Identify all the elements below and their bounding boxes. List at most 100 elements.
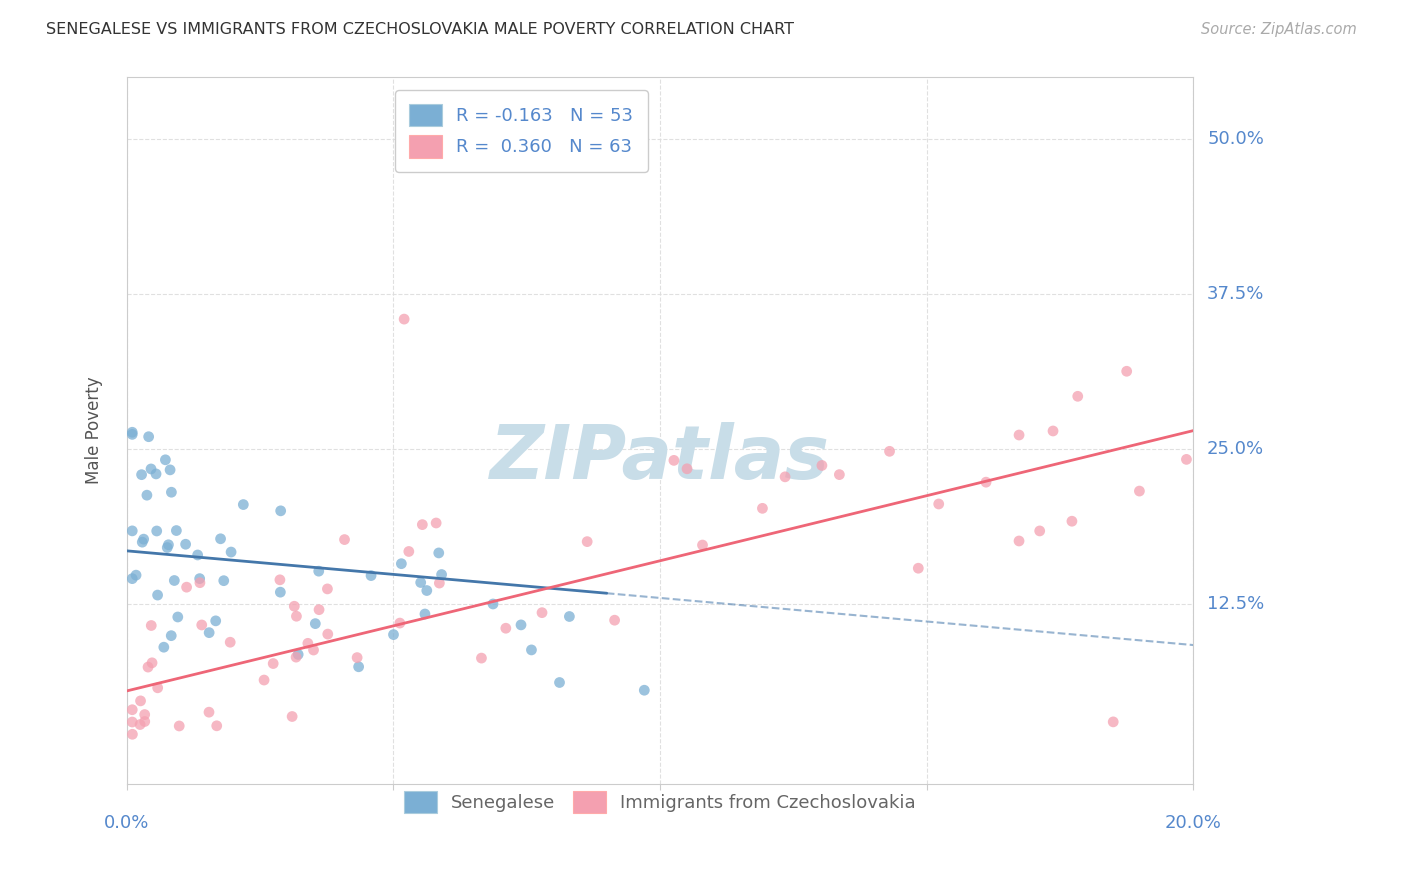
Point	[188, 572, 211, 586]
Point	[773, 470, 796, 484]
Point	[346, 650, 368, 665]
Point	[187, 548, 209, 562]
Point	[304, 616, 326, 631]
Point	[531, 606, 554, 620]
Point	[159, 463, 181, 477]
Point	[153, 640, 176, 655]
Point	[125, 568, 148, 582]
Point	[205, 719, 228, 733]
Point	[134, 707, 156, 722]
Point	[382, 627, 405, 641]
Point	[1008, 533, 1031, 548]
Point	[129, 717, 152, 731]
Point	[209, 532, 232, 546]
Point	[204, 614, 226, 628]
Point	[157, 538, 180, 552]
Point	[676, 462, 699, 476]
Point	[129, 694, 152, 708]
Point	[308, 564, 330, 578]
Point	[411, 517, 433, 532]
Point	[155, 452, 177, 467]
Point	[121, 425, 143, 440]
Point	[1042, 424, 1064, 438]
Point	[165, 524, 187, 538]
Point	[1175, 452, 1198, 467]
Point	[347, 659, 370, 673]
Text: 25.0%: 25.0%	[1208, 441, 1264, 458]
Point	[219, 635, 242, 649]
Point	[360, 568, 382, 582]
Point	[692, 538, 714, 552]
Point	[1008, 428, 1031, 442]
Point	[160, 629, 183, 643]
Point	[190, 618, 212, 632]
Point	[198, 625, 221, 640]
Text: Source: ZipAtlas.com: Source: ZipAtlas.com	[1201, 22, 1357, 37]
Point	[470, 651, 492, 665]
Point	[1102, 714, 1125, 729]
Point	[253, 673, 276, 687]
Point	[121, 427, 143, 442]
Point	[427, 546, 450, 560]
Point	[174, 537, 197, 551]
Point	[1028, 524, 1050, 538]
Text: 0.0%: 0.0%	[104, 814, 149, 832]
Text: 50.0%: 50.0%	[1208, 130, 1264, 148]
Point	[270, 504, 292, 518]
Point	[163, 574, 186, 588]
Point	[333, 533, 356, 547]
Point	[510, 618, 533, 632]
Point	[141, 618, 163, 632]
Text: 20.0%: 20.0%	[1164, 814, 1222, 832]
Point	[145, 524, 167, 538]
Point	[219, 545, 242, 559]
Point	[136, 660, 159, 674]
Point	[751, 501, 773, 516]
Point	[974, 475, 997, 490]
Point	[389, 557, 412, 571]
Point	[828, 467, 851, 482]
Point	[269, 585, 291, 599]
Point	[160, 485, 183, 500]
Point	[121, 572, 143, 586]
Point	[1115, 364, 1137, 378]
Point	[146, 681, 169, 695]
Point	[145, 467, 167, 481]
Point	[548, 675, 571, 690]
Text: ZIPatlas: ZIPatlas	[491, 423, 830, 495]
Point	[430, 567, 453, 582]
Point	[139, 462, 162, 476]
Point	[603, 613, 626, 627]
Point	[558, 609, 581, 624]
Point	[188, 575, 211, 590]
Point	[811, 458, 834, 473]
Point	[302, 643, 325, 657]
Point	[285, 609, 308, 624]
Text: 12.5%: 12.5%	[1208, 595, 1264, 613]
Point	[135, 488, 157, 502]
Point	[316, 582, 339, 596]
Point	[1128, 484, 1150, 499]
Point	[146, 588, 169, 602]
Point	[269, 573, 291, 587]
Point	[121, 727, 143, 741]
Point	[388, 616, 411, 631]
Y-axis label: Male Poverty: Male Poverty	[86, 376, 103, 484]
Point	[121, 703, 143, 717]
Legend: Senegalese, Immigrants from Czechoslovakia: Senegalese, Immigrants from Czechoslovak…	[389, 777, 931, 828]
Text: 37.5%: 37.5%	[1208, 285, 1264, 303]
Point	[132, 532, 155, 546]
Point	[297, 636, 319, 650]
Point	[285, 650, 308, 665]
Point	[413, 607, 436, 621]
Point	[495, 621, 517, 635]
Point	[308, 602, 330, 616]
Point	[879, 444, 901, 458]
Point	[416, 583, 439, 598]
Point	[427, 576, 450, 591]
Point	[576, 534, 599, 549]
Point	[262, 657, 284, 671]
Point	[662, 453, 685, 467]
Point	[131, 467, 153, 482]
Point	[176, 580, 198, 594]
